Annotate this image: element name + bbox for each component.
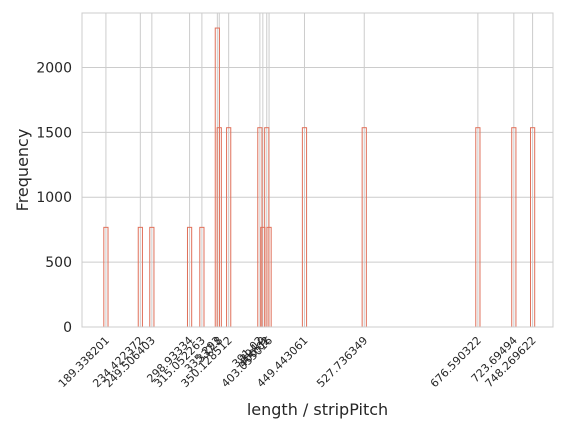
x-tick-labels: 189.338201234.422372249.506403298.933343… — [56, 334, 539, 390]
y-tick-label: 1500 — [36, 125, 72, 141]
x-axis-label: length / stripPitch — [247, 400, 388, 419]
y-tick-label: 500 — [45, 255, 72, 271]
y-tick-label: 1000 — [36, 190, 72, 206]
y-tick-label: 0 — [63, 320, 72, 336]
plot-frame — [81, 12, 554, 328]
grid — [82, 13, 553, 328]
y-axis-label: Frequency — [13, 129, 32, 212]
bars — [103, 27, 536, 328]
y-tick-label: 2000 — [36, 60, 72, 76]
y-tick-labels: 0 500 1000 1500 2000 — [36, 60, 72, 336]
x-tick-label: 527.736349 — [314, 334, 370, 390]
